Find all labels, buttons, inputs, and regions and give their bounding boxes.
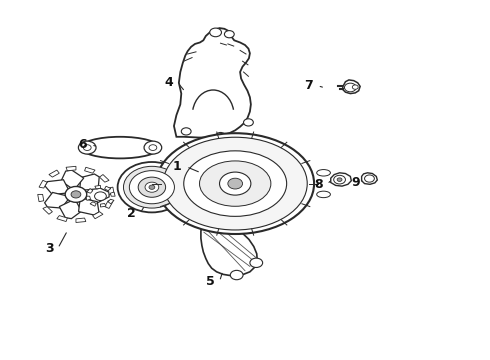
Polygon shape: [95, 185, 100, 189]
Circle shape: [344, 83, 356, 92]
Polygon shape: [362, 173, 377, 184]
Text: 7: 7: [304, 79, 313, 92]
Polygon shape: [331, 173, 351, 186]
Circle shape: [129, 171, 174, 204]
Circle shape: [144, 141, 162, 154]
Text: 5: 5: [206, 275, 215, 288]
Circle shape: [213, 212, 226, 221]
Circle shape: [337, 178, 342, 181]
Polygon shape: [86, 196, 91, 200]
Polygon shape: [38, 194, 44, 202]
Circle shape: [78, 141, 96, 154]
Polygon shape: [45, 180, 69, 195]
Text: 8: 8: [314, 178, 323, 191]
Polygon shape: [45, 193, 69, 208]
Circle shape: [145, 182, 159, 192]
Polygon shape: [78, 199, 99, 215]
Text: 6: 6: [78, 138, 87, 151]
Circle shape: [228, 178, 243, 189]
Circle shape: [220, 172, 251, 195]
Ellipse shape: [317, 170, 330, 176]
Ellipse shape: [156, 133, 314, 234]
Polygon shape: [59, 201, 81, 219]
Polygon shape: [61, 170, 84, 188]
Polygon shape: [104, 186, 111, 190]
Polygon shape: [105, 201, 113, 208]
Text: 9: 9: [351, 176, 360, 189]
Ellipse shape: [184, 151, 287, 216]
Polygon shape: [57, 216, 67, 221]
Polygon shape: [174, 28, 251, 138]
Polygon shape: [85, 167, 95, 173]
Circle shape: [95, 192, 106, 201]
Ellipse shape: [163, 137, 307, 230]
Polygon shape: [87, 189, 93, 193]
Text: 3: 3: [45, 242, 53, 255]
Polygon shape: [108, 199, 114, 204]
Circle shape: [123, 166, 180, 208]
Polygon shape: [49, 170, 59, 177]
Polygon shape: [99, 175, 109, 182]
Circle shape: [83, 145, 91, 150]
Polygon shape: [43, 207, 52, 214]
Polygon shape: [110, 192, 115, 196]
Circle shape: [365, 175, 374, 182]
Text: 2: 2: [127, 207, 136, 220]
Circle shape: [197, 213, 210, 222]
Circle shape: [71, 191, 81, 198]
Circle shape: [224, 31, 234, 38]
Circle shape: [210, 28, 221, 37]
Circle shape: [216, 132, 225, 140]
Circle shape: [244, 119, 253, 126]
Polygon shape: [100, 203, 106, 207]
Polygon shape: [80, 174, 99, 190]
Circle shape: [250, 258, 263, 267]
Circle shape: [334, 175, 345, 184]
Circle shape: [352, 85, 358, 89]
Circle shape: [149, 145, 157, 150]
Polygon shape: [108, 187, 114, 194]
Text: 1: 1: [173, 160, 182, 173]
Ellipse shape: [199, 161, 271, 206]
Circle shape: [118, 162, 186, 212]
Text: 4: 4: [165, 76, 173, 89]
Polygon shape: [76, 218, 86, 222]
Circle shape: [230, 270, 243, 280]
Polygon shape: [93, 212, 103, 219]
Polygon shape: [201, 216, 257, 275]
Polygon shape: [66, 166, 76, 171]
Ellipse shape: [317, 191, 330, 198]
Circle shape: [65, 186, 87, 202]
Polygon shape: [90, 202, 97, 206]
Circle shape: [149, 185, 155, 189]
Circle shape: [181, 128, 191, 135]
Circle shape: [138, 177, 166, 197]
Ellipse shape: [81, 137, 159, 158]
Polygon shape: [39, 180, 47, 188]
Polygon shape: [85, 187, 109, 204]
Polygon shape: [343, 80, 360, 94]
